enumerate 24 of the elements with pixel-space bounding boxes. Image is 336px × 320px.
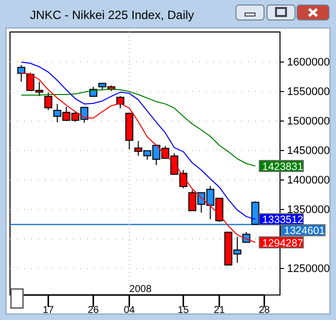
chart-title: JNKC - Nikkei 225 Index, Daily <box>30 8 194 22</box>
x-tick-label: 15 <box>178 305 190 316</box>
candlestick <box>44 92 52 111</box>
line-series <box>20 62 256 220</box>
ref-line-label: 1324601 <box>284 225 326 238</box>
candlestick <box>251 200 260 225</box>
x-tick-label: 04 <box>124 305 136 316</box>
data-label: 1294287 <box>262 237 304 250</box>
annotation: 2008 <box>129 284 152 295</box>
x-tick-label: 21 <box>214 305 226 316</box>
y-tick-label: 1450000 <box>287 145 330 158</box>
x-tick-label: 28 <box>258 305 270 316</box>
line-series <box>20 88 256 166</box>
y-tick-label: 1600000 <box>287 56 330 69</box>
y-tick-label: 1350000 <box>287 204 330 216</box>
y-tick-label: 1250000 <box>287 262 330 275</box>
y-tick-label: 1550000 <box>287 86 330 98</box>
x-tick-label: 17 <box>42 305 54 316</box>
candlestick <box>17 64 26 82</box>
x-tick-label: 26 <box>88 305 100 316</box>
y-tick-label: 1500000 <box>287 116 330 128</box>
data-label: 1423831 <box>262 160 304 173</box>
data-label: 1333512 <box>262 214 304 226</box>
y-tick-label: 1400000 <box>287 174 330 187</box>
